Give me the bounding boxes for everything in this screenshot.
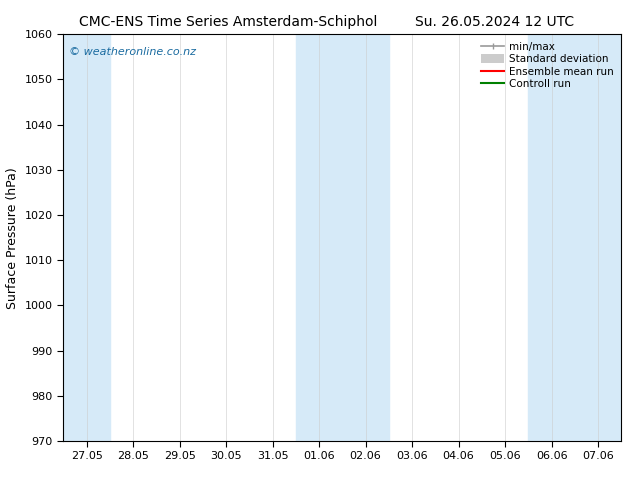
Y-axis label: Surface Pressure (hPa): Surface Pressure (hPa) — [6, 167, 19, 309]
Bar — [342, 34, 389, 441]
Text: © weatheronline.co.nz: © weatheronline.co.nz — [69, 47, 196, 56]
Legend: min/max, Standard deviation, Ensemble mean run, Controll run: min/max, Standard deviation, Ensemble me… — [479, 40, 616, 92]
Text: CMC-ENS Time Series Amsterdam-Schiphol: CMC-ENS Time Series Amsterdam-Schiphol — [79, 15, 377, 29]
Bar — [63, 34, 110, 441]
Bar — [528, 34, 575, 441]
Bar — [575, 34, 621, 441]
Text: Su. 26.05.2024 12 UTC: Su. 26.05.2024 12 UTC — [415, 15, 574, 29]
Bar — [296, 34, 342, 441]
